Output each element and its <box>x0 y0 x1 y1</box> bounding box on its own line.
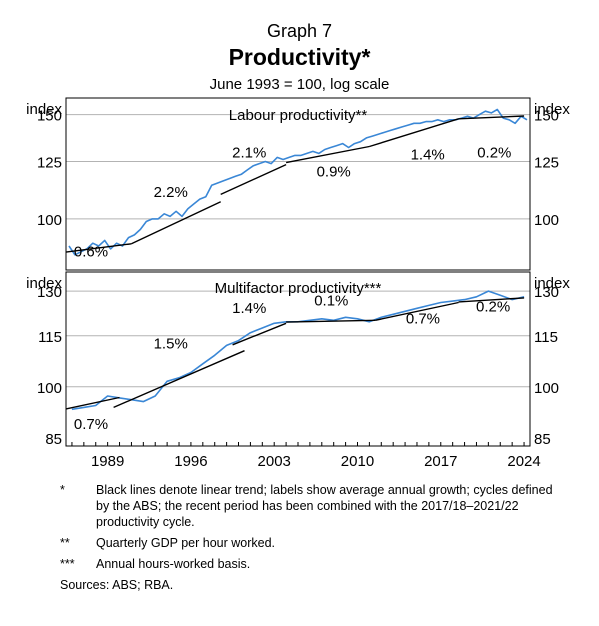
trend-line <box>65 243 132 253</box>
x-tick-label: 2017 <box>424 453 457 470</box>
chart-subtitle: June 1993 = 100, log scale <box>209 76 390 93</box>
footnote-text: Quarterly GDP per hour worked. <box>96 536 276 550</box>
y-tick-label-left: 100 <box>37 380 62 397</box>
growth-label: 2.2% <box>154 184 188 201</box>
footnote-mark: ** <box>60 536 70 550</box>
trend-line <box>458 297 525 303</box>
growth-label: 0.6% <box>74 243 108 260</box>
footnote-mark: * <box>60 483 65 497</box>
growth-label: 0.2% <box>477 144 511 161</box>
y-tick-label-left: 125 <box>37 155 62 172</box>
trend-line <box>285 145 370 164</box>
y-unit-label-left: index <box>26 101 62 118</box>
footnote-mark: *** <box>60 557 75 571</box>
growth-label: 1.4% <box>232 300 266 317</box>
trend-line <box>232 322 287 346</box>
y-tick-label-left: 130 <box>37 284 62 301</box>
y-tick-label-left: 150 <box>37 108 62 125</box>
y-tick-label-right: 100 <box>534 380 559 397</box>
x-tick-label: 1989 <box>91 453 124 470</box>
trend-line <box>458 115 525 120</box>
y-tick-label-right: 125 <box>534 155 559 172</box>
footnote: ** Quarterly GDP per hour worked. <box>60 535 560 551</box>
chart-title: Productivity* <box>228 44 371 70</box>
y-tick-label-right: 150 <box>534 108 559 125</box>
series-line-actual <box>68 108 528 256</box>
footnote: * Black lines denote linear trend; label… <box>60 482 560 530</box>
sources: Sources: ABS; RBA. <box>60 578 174 592</box>
footnote: *** Annual hours-worked basis. <box>60 556 560 572</box>
x-tick-label: 2010 <box>341 453 374 470</box>
y-tick-label-right: 130 <box>534 284 559 301</box>
y-tick-label-left: 85 <box>45 431 62 448</box>
trend-line <box>369 118 459 148</box>
x-tick-label: 1996 <box>174 453 207 470</box>
y-tick-label-left: 100 <box>37 212 62 229</box>
growth-label: 1.4% <box>411 146 445 163</box>
panel-frame <box>65 97 531 271</box>
y-unit-label-left: index <box>26 275 62 292</box>
trend-line <box>131 201 221 245</box>
trend-line <box>65 396 120 410</box>
footnote-text: Black lines denote linear trend; labels … <box>96 483 553 529</box>
panel-frame <box>65 271 531 447</box>
series-line-actual <box>71 290 525 411</box>
trend-line <box>113 350 245 409</box>
y-tick-label-right: 115 <box>534 329 558 346</box>
growth-label: 1.5% <box>154 336 188 353</box>
x-tick-label: 2024 <box>507 453 540 470</box>
panel-title: Multifactor productivity*** <box>215 280 382 297</box>
y-tick-label-left: 115 <box>38 329 62 346</box>
panel-title: Labour productivity** <box>229 107 368 124</box>
graph-number: Graph 7 <box>266 21 333 41</box>
trend-line <box>375 301 459 321</box>
x-tick-label: 2003 <box>258 453 291 470</box>
growth-label: 2.1% <box>232 144 266 161</box>
y-unit-label-right: index <box>534 275 570 292</box>
growth-label: 0.1% <box>314 292 348 309</box>
y-unit-label-right: index <box>534 101 570 118</box>
y-tick-label-right: 85 <box>534 431 551 448</box>
footnotes: * Black lines denote linear trend; label… <box>60 482 560 593</box>
trend-line <box>220 163 287 196</box>
trend-line <box>286 319 376 323</box>
growth-label: 0.2% <box>476 298 510 315</box>
growth-label: 0.9% <box>317 163 351 180</box>
growth-label: 0.7% <box>406 310 440 327</box>
footnote-text: Annual hours-worked basis. <box>96 557 251 571</box>
growth-label: 0.7% <box>74 416 108 433</box>
y-tick-label-right: 100 <box>534 212 559 229</box>
